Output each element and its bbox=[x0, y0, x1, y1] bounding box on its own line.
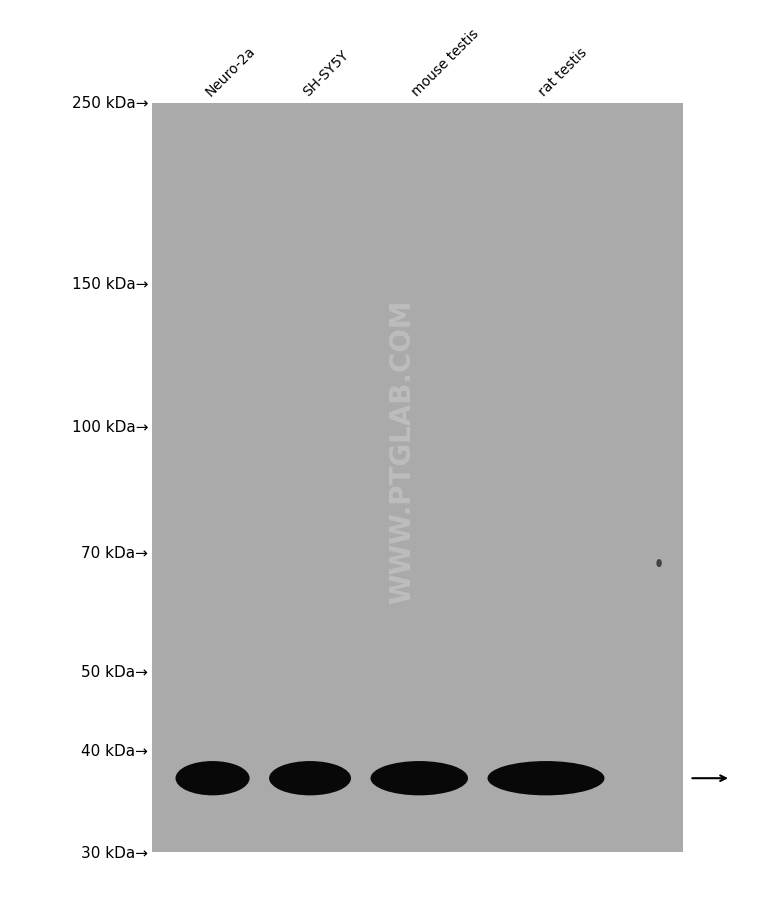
Text: 150 kDa→: 150 kDa→ bbox=[72, 277, 148, 291]
Text: 30 kDa→: 30 kDa→ bbox=[81, 845, 148, 860]
Ellipse shape bbox=[488, 761, 604, 796]
Text: 100 kDa→: 100 kDa→ bbox=[72, 419, 148, 435]
Text: SH-SY5Y: SH-SY5Y bbox=[300, 48, 351, 99]
Text: mouse testis: mouse testis bbox=[410, 27, 482, 99]
Ellipse shape bbox=[657, 559, 661, 567]
Text: rat testis: rat testis bbox=[536, 46, 590, 99]
Bar bbox=[152, 104, 682, 852]
Text: 70 kDa→: 70 kDa→ bbox=[81, 546, 148, 561]
Text: Neuro-2a: Neuro-2a bbox=[203, 44, 258, 99]
Text: WWW.PTGLAB.COM: WWW.PTGLAB.COM bbox=[388, 299, 416, 603]
Text: 50 kDa→: 50 kDa→ bbox=[81, 665, 148, 679]
Ellipse shape bbox=[269, 761, 351, 796]
Ellipse shape bbox=[176, 761, 250, 796]
Text: 250 kDa→: 250 kDa→ bbox=[72, 97, 148, 111]
Text: 40 kDa→: 40 kDa→ bbox=[81, 743, 148, 759]
Ellipse shape bbox=[370, 761, 468, 796]
